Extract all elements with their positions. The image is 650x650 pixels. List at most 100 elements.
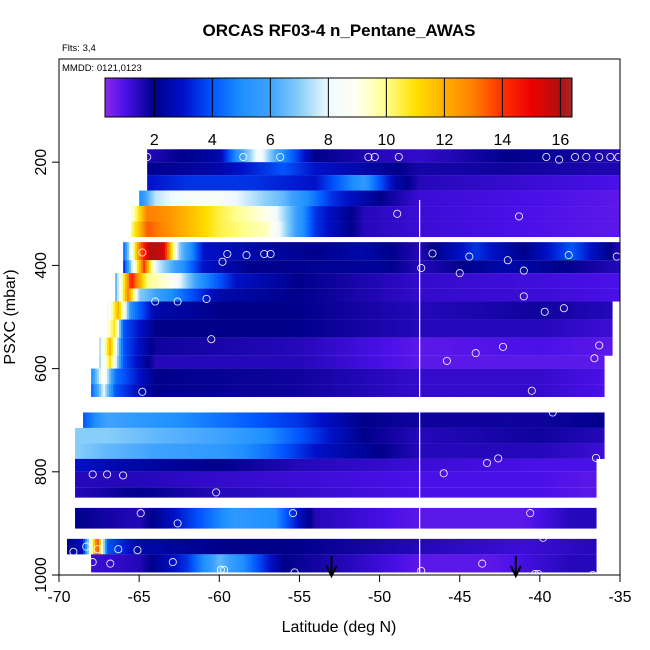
heatmap-cell — [421, 319, 425, 338]
heatmap-cell — [373, 288, 377, 302]
heatmap-cell — [451, 368, 455, 385]
heatmap-cell — [433, 301, 437, 320]
heatmap-cell — [497, 175, 501, 191]
heatmap-cell — [581, 412, 585, 428]
heatmap-cell — [423, 427, 427, 444]
heatmap-cell — [319, 368, 323, 385]
heatmap-cell — [169, 221, 172, 238]
heatmap-cell — [465, 190, 469, 207]
heatmap-cell — [441, 273, 445, 289]
heatmap-cell — [371, 273, 375, 289]
heatmap-cell — [253, 242, 256, 261]
heatmap-cell — [145, 221, 148, 238]
heatmap-cell — [401, 175, 405, 191]
heatmap-cell — [275, 427, 278, 444]
heatmap-cell — [479, 288, 483, 302]
heatmap-cell — [553, 175, 557, 191]
heatmap-cell — [431, 337, 435, 356]
heatmap-cell — [151, 337, 154, 356]
heatmap-cell — [289, 384, 293, 397]
heatmap-cell — [251, 242, 254, 261]
heatmap-cell — [465, 443, 469, 459]
heatmap-cell — [437, 443, 441, 459]
heatmap-cell — [217, 301, 220, 320]
heatmap-cell — [503, 368, 507, 385]
heatmap-cell — [589, 242, 593, 261]
heatmap-cell — [515, 273, 519, 289]
heatmap-cell — [171, 242, 174, 261]
heatmap-cell — [381, 355, 385, 369]
heatmap-cell — [505, 427, 509, 444]
heatmap-cell — [175, 162, 178, 176]
heatmap-cell — [555, 242, 559, 261]
heatmap-cell — [253, 427, 256, 444]
heatmap-cell — [233, 384, 236, 397]
heatmap-cell — [189, 384, 192, 397]
heatmap-cell — [603, 319, 607, 338]
heatmap-cell — [213, 273, 216, 289]
heatmap-cell — [343, 221, 347, 238]
heatmap-cell — [433, 288, 437, 302]
heatmap-cell — [105, 355, 108, 369]
heatmap-cell — [309, 427, 313, 444]
heatmap-cell — [415, 288, 419, 302]
heatmap-cell — [117, 288, 120, 302]
heatmap-cell — [275, 355, 278, 369]
heatmap-cell — [475, 175, 479, 191]
heatmap-cell — [385, 458, 389, 472]
heatmap-cell — [391, 288, 395, 302]
heatmap-cell — [317, 149, 321, 163]
heatmap-cell — [399, 190, 403, 207]
heatmap-cell — [423, 206, 427, 222]
heatmap-cell — [381, 221, 385, 238]
heatmap-cell — [555, 368, 559, 385]
heatmap-cell — [169, 273, 172, 289]
heatmap-cell — [395, 427, 399, 444]
heatmap-cell — [75, 443, 78, 459]
heatmap-cell — [127, 301, 130, 320]
heatmap-cell — [579, 206, 583, 222]
heatmap-cell — [281, 384, 284, 397]
heatmap-cell — [161, 288, 164, 302]
heatmap-cell — [435, 427, 439, 444]
heatmap-cell — [545, 149, 549, 163]
heatmap-cell — [449, 384, 453, 397]
heatmap-cell — [111, 368, 114, 385]
heatmap-cell — [457, 288, 461, 302]
heatmap-cell — [437, 288, 441, 302]
heatmap-cell — [599, 355, 603, 369]
heatmap-cell — [587, 162, 591, 176]
heatmap-cell — [439, 273, 443, 289]
heatmap-cell — [521, 190, 525, 207]
heatmap-cell — [197, 260, 200, 274]
heatmap-cell — [273, 337, 276, 356]
heatmap-cell — [179, 368, 182, 385]
heatmap-cell — [225, 319, 228, 338]
heatmap-cell — [251, 273, 254, 289]
heatmap-cell — [231, 260, 234, 274]
heatmap-cell — [347, 149, 351, 163]
heatmap-cell — [531, 443, 535, 459]
heatmap-cell — [425, 412, 429, 428]
heatmap-cell — [199, 443, 202, 459]
heatmap-cell — [505, 337, 509, 356]
heatmap-cell — [385, 206, 389, 222]
heatmap-cell — [487, 301, 491, 320]
heatmap-cell — [293, 260, 297, 274]
heatmap-cell — [139, 221, 142, 238]
heatmap-cell — [227, 149, 230, 163]
heatmap-cell — [559, 242, 563, 261]
heatmap-cell — [549, 443, 553, 459]
heatmap-cell — [257, 443, 260, 459]
heatmap-cell — [227, 206, 230, 222]
heatmap-cell — [489, 190, 493, 207]
heatmap-cell — [533, 368, 537, 385]
heatmap-cell — [209, 273, 212, 289]
heatmap-cell — [467, 260, 471, 274]
heatmap-cell — [313, 337, 317, 356]
heatmap-cell — [569, 337, 573, 356]
heatmap-cell — [521, 319, 525, 338]
heatmap-cell — [289, 337, 293, 356]
heatmap-cell — [197, 162, 200, 176]
heatmap-cell — [383, 273, 387, 289]
